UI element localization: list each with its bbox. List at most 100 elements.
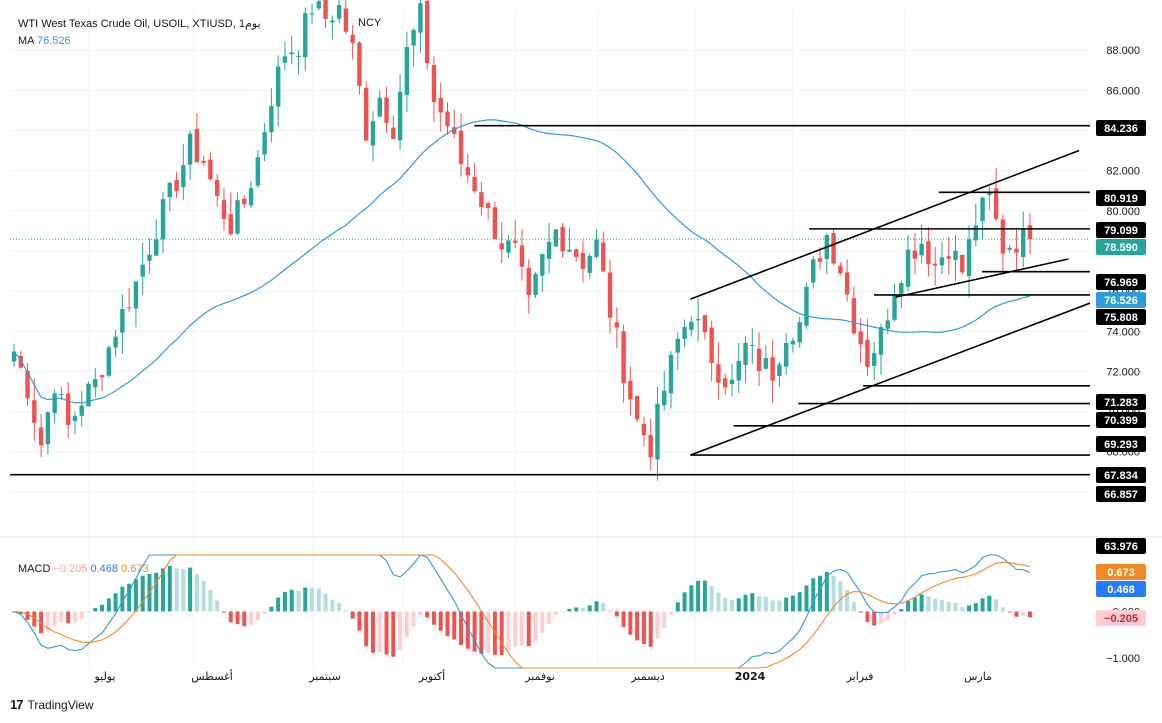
candle-body [912,250,918,259]
candle-body [519,245,525,267]
candle-body [892,294,897,320]
price-badge: 67.834 [1104,470,1139,482]
macd-hist-bar [790,595,795,612]
price-badge: 71.283 [1104,397,1138,409]
candle-body [485,203,491,208]
candle-body [452,127,457,135]
macd-signal-value: 0.673 [121,563,149,575]
candle-body [330,20,335,23]
macd-hist-bar [824,571,829,612]
price-axis: 88.00086.00084.00082.00080.00078.00076.0… [1106,45,1140,499]
candle-body [689,321,694,330]
macd-hist-bar [899,609,904,612]
macd-hist-bar [39,611,44,634]
macd-hist-bar [885,611,890,621]
candle-body [614,322,620,328]
macd-hist-bar [574,607,579,612]
macd-hist-bar [269,606,274,612]
price-tick-label: 72.000 [1106,366,1140,378]
candle-body [858,331,863,345]
macd-hist-bar [242,611,247,627]
candle-body [357,42,362,87]
time-tick-label: يوليو [93,670,115,683]
candle-body [777,364,782,377]
price-badge: 63.976 [1104,541,1138,553]
candle-body [309,13,315,15]
macd-hist-bar [86,611,91,613]
candle-body [899,283,904,294]
macd-hist-bar [973,603,978,612]
candle-body [174,179,179,192]
macd-hist-bar [276,597,281,612]
price-badge: 66.857 [1104,489,1138,501]
candle-body [99,375,105,378]
candle-body [59,393,64,395]
price-badge: 76.526 [1104,295,1138,307]
candle-body [25,370,30,399]
price-badge-bg [1096,292,1146,308]
macd-hist-bar [25,611,30,620]
candle-body [987,192,992,196]
price-badge-bg [1096,222,1146,238]
price-badge: 69.293 [1104,439,1138,451]
macd-hist-bar [181,568,186,612]
macd-hist-bar [296,590,301,612]
macd-hist-bar [533,611,538,642]
macd-hist-bar [404,611,409,638]
macd-hist-value: −0.205 [53,563,88,575]
candle-body [634,395,640,420]
candle-body [458,130,464,164]
candle-body [702,315,708,333]
macd-hist-bar [1014,611,1019,617]
candle-body [546,241,552,259]
candle-body [235,200,240,234]
macd-hist-bar [79,611,84,619]
price-badge: 70.399 [1104,415,1138,427]
price-badge: 84.236 [1104,123,1138,135]
macd-hist-bar [370,611,375,653]
macd-hist-bar [303,587,308,612]
macd-hist-bar [980,598,985,612]
candle-body [262,132,267,155]
time-tick-label: فبراير [846,670,874,683]
macd-hist-bar [770,600,775,612]
macd-hist-bar [838,581,843,612]
candle-body [404,47,410,95]
candle-body [323,0,328,19]
candle-body [932,263,938,266]
macd-lines [13,554,1031,669]
candle-body [133,281,139,309]
macd-hist-bar [946,601,951,612]
candle-body [384,97,389,123]
macd-hist-bar [167,565,172,612]
macd-hist-bar [398,611,403,650]
candle-body [194,128,200,163]
macd-badge-bg [1096,610,1146,626]
candle-body [675,338,680,353]
macd-hist-bar [357,611,362,631]
tradingview-brand[interactable]: 17 TradingView [10,697,94,712]
macd-hist-bar [215,600,220,612]
candle-body [695,319,701,321]
candle-body [838,265,843,274]
macd-hist-bar [967,605,972,612]
candle-body [201,160,206,163]
candle-body [567,249,572,252]
macd-hist-bar [878,611,883,624]
macd-badge: 0.468 [1107,584,1135,596]
time-tick-label: نوفمبر [524,670,555,683]
candle-body [533,273,538,296]
candle-body [668,354,674,394]
macd-hist-bar [804,585,809,612]
candle-body [621,331,626,384]
candle-body [878,327,884,355]
candle-body [797,322,802,343]
candle-body [1000,219,1006,254]
time-tick-label: مارس [964,670,992,683]
trend-line [895,258,1069,298]
candle-body [926,241,931,264]
candle-body [831,232,836,264]
price-badge-bg [1096,120,1146,136]
candle-body [513,240,518,243]
